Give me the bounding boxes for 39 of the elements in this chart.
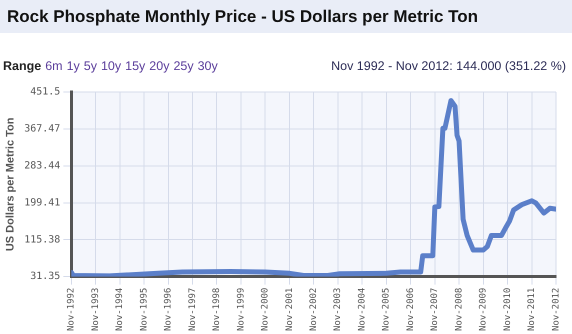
- y-axis-title: US Dollars per Metric Ton: [4, 117, 17, 252]
- x-tick-label: Nov-1992: [66, 288, 77, 332]
- x-tick-label: Nov-2011: [527, 288, 538, 332]
- x-tick-label: Nov-2000: [260, 288, 271, 332]
- x-tick-label: Nov-2003: [333, 288, 344, 332]
- x-tick-label: Nov-1999: [236, 288, 246, 332]
- x-tick-label: Nov-2001: [284, 288, 295, 332]
- x-tick-label: Nov-1998: [212, 288, 222, 332]
- x-tick-label: Nov-2010: [502, 288, 513, 332]
- x-tick-label: Nov-2006: [406, 288, 416, 332]
- chart-title: Rock Phosphate Monthly Price - US Dollars per Metric Ton: [0, 0, 572, 33]
- text: Nov 1992 - Nov 2012: 144.000 (351.22 %): [331, 59, 566, 73]
- x-tick-label: Nov-2008: [454, 288, 464, 332]
- x-tick-label: Nov-1993: [90, 288, 101, 332]
- text: Range: [3, 59, 42, 73]
- y-tick-label: 283.44: [24, 160, 60, 172]
- text: 15y: [125, 59, 146, 73]
- x-tick-label: Nov-1994: [115, 288, 126, 332]
- x-tick-label: Nov-2009: [478, 288, 489, 332]
- x-tick-label: Nov-2007: [430, 288, 440, 332]
- y-tick-label: 199.41: [24, 197, 60, 208]
- y-tick-label: 367.47: [24, 124, 60, 135]
- x-tick-label: Nov-1996: [164, 288, 174, 332]
- text: 1y: [66, 59, 80, 73]
- text: 30y: [198, 59, 218, 73]
- text: 5y: [84, 59, 97, 73]
- text: 25y: [173, 59, 194, 73]
- x-tick-label: Nov-2005: [382, 288, 392, 332]
- text: 10y: [100, 59, 122, 73]
- x-tick-label: Nov-2012: [551, 288, 562, 332]
- x-tick-label: Nov-1997: [188, 288, 198, 332]
- text: 20y: [149, 59, 170, 73]
- x-tick-label: Nov-2002: [309, 288, 320, 332]
- x-tick-label: Nov-1995: [139, 288, 150, 332]
- y-tick-label: 31.35: [30, 271, 60, 282]
- y-tick-label: 451.5: [30, 86, 60, 98]
- x-tick-label: Nov-2004: [357, 288, 368, 332]
- y-tick-label: 115.38: [24, 234, 60, 246]
- text: 6m: [45, 59, 63, 73]
